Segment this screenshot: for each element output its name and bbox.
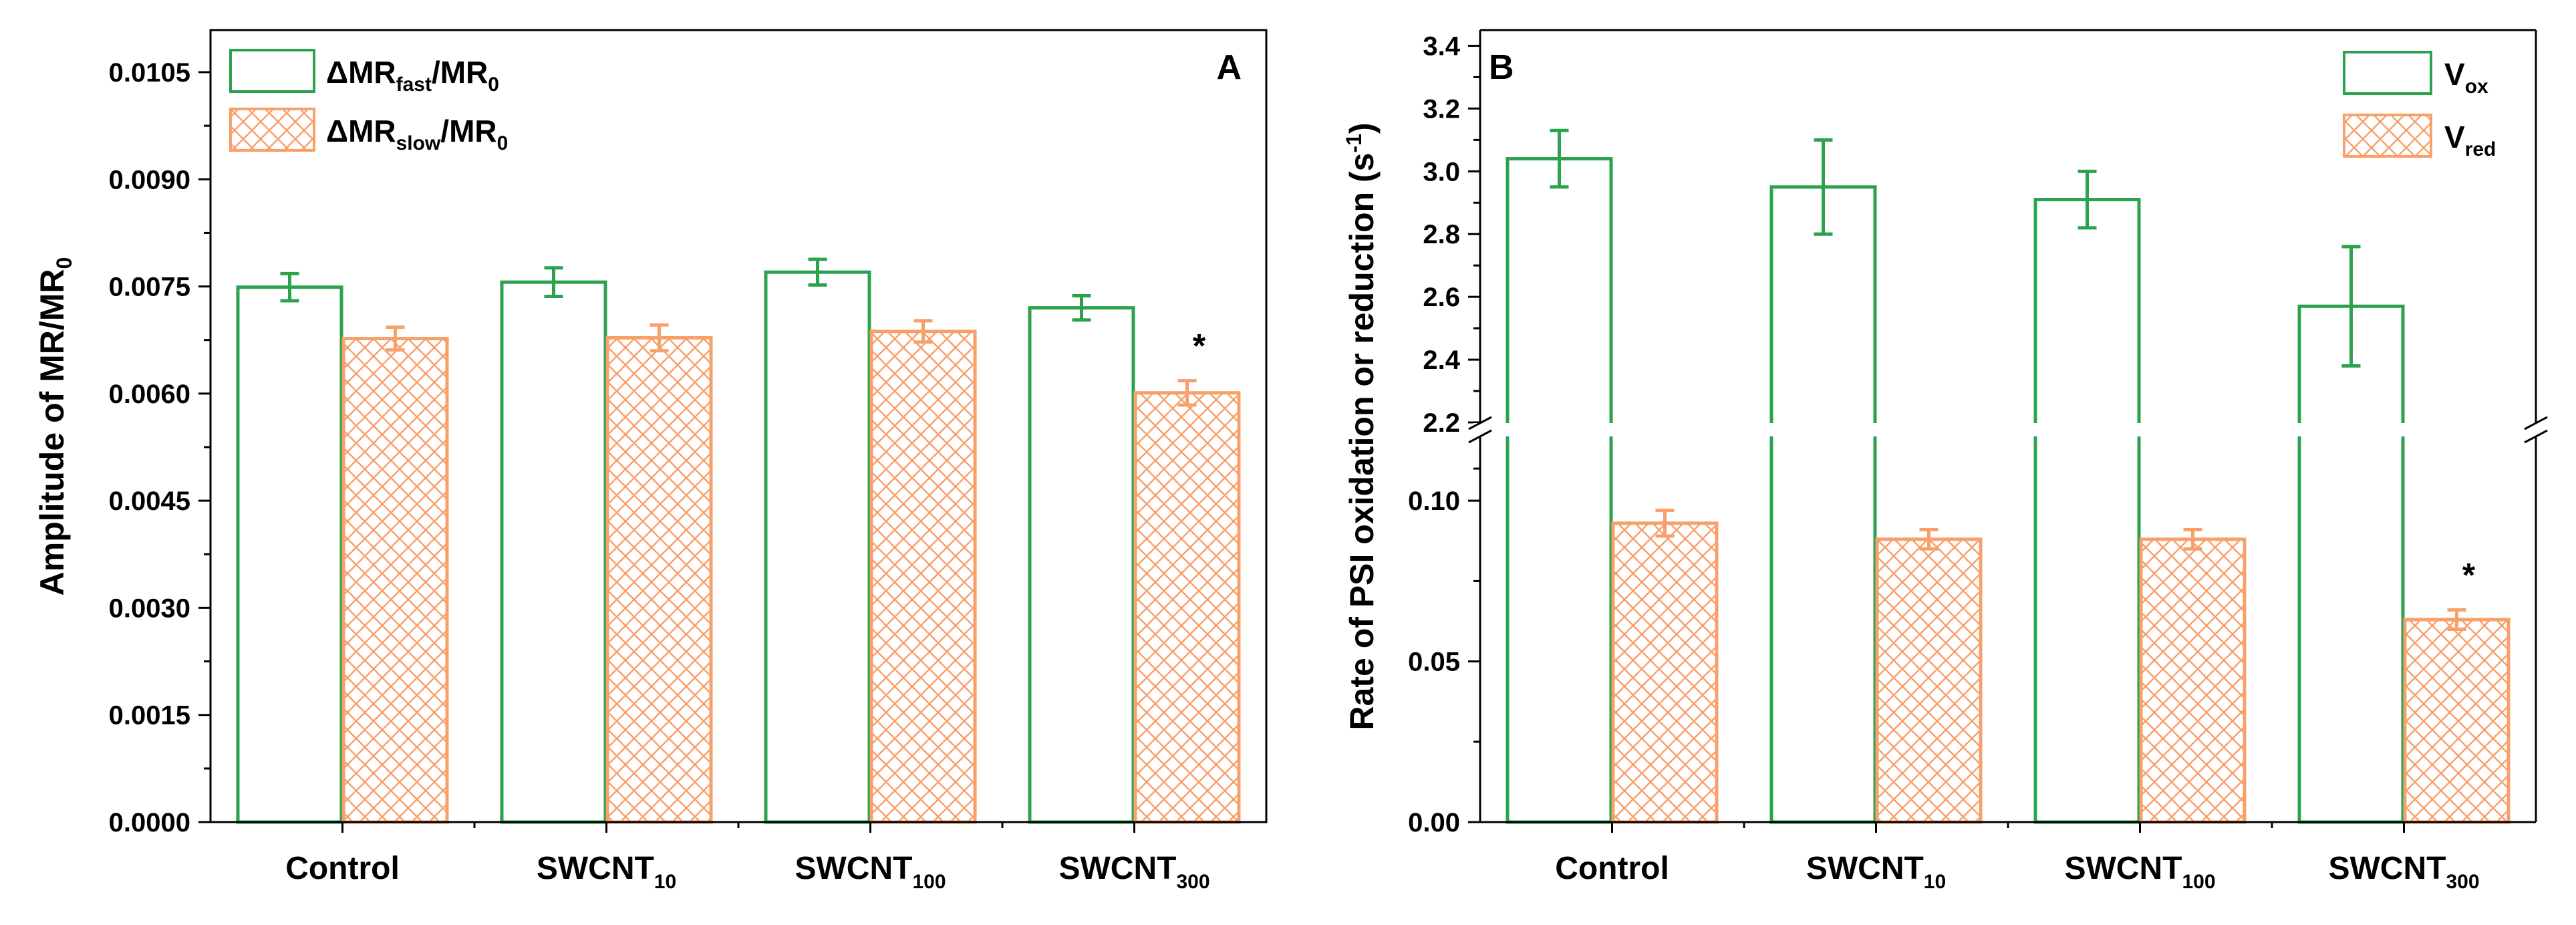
panel-a-bar-s2 [341, 337, 449, 824]
panel-b-chart: * 0.00 0.05 0.10 2.2 2.4 2.6 2.8 3.0 3.2 3.4 Cont… [1342, 29, 2548, 893]
panel-a-y-tick-label: 0.0045 [109, 487, 190, 516]
panel-b-x-tick-label: SWCNT300 [2328, 851, 2479, 893]
panel-a-x-tick-label: SWCNT100 [795, 851, 946, 893]
panel-b-y-tick-label: 0.10 [1408, 487, 1460, 516]
panel-a-error-bar [808, 257, 827, 287]
panel-b-error-bar [2447, 608, 2466, 631]
legend-label-slow: ΔMRslow/MR0 [326, 114, 508, 154]
panel-a-error-bar [386, 325, 405, 352]
panel-b-bars: * [1506, 128, 2511, 824]
panel-a-chart: * 0.00000.00150.00300.00450.00600.00750.… [33, 29, 1268, 893]
panel-a-bar-s1 [764, 270, 871, 824]
panel-b-x-ticks: Control SWCNT10 SWCNT100 SWCNT300 [1555, 822, 2480, 893]
panel-a-frame [209, 29, 1268, 823]
panel-b-error-bar [1550, 128, 1569, 189]
panel-b-y-tick-label: 0.00 [1408, 808, 1460, 837]
panel-a-bar-s2 [605, 336, 713, 824]
panel-b-frame [1479, 29, 2537, 823]
panel-a-y-tick-label: 0.0090 [109, 165, 190, 194]
panel-b-y-tick-label: 3.2 [1423, 94, 1460, 124]
panel-a-y-tick-label: 0.0000 [109, 808, 190, 837]
panel-a-error-bar [280, 271, 299, 303]
legend-swatch-fast [229, 49, 315, 93]
legend-label-vred: Vred [2444, 120, 2496, 160]
panel-b-error-bar [2078, 169, 2097, 230]
panel-b-y-tick-label: 0.05 [1408, 648, 1460, 677]
panel-b-error-bar [1814, 138, 1833, 236]
panel-a-bar-s1 [500, 280, 607, 824]
panel-a-error-bar [1177, 379, 1197, 407]
axis-break-gap [1473, 423, 2543, 436]
panel-b-x-tick-label: SWCNT10 [1806, 851, 1946, 893]
panel-a-y-axis-label: Amplitude of MR/MR0 [33, 257, 76, 596]
panel-a-x-tick-label: Control [285, 851, 400, 886]
panel-b-error-bar [1919, 527, 1939, 551]
panel-a-bar-s2 [1133, 391, 1241, 824]
panel-b-y-ticks: 0.00 0.05 0.10 2.2 2.4 2.6 2.8 3.0 3.2 3.4 [1408, 31, 1480, 837]
panel-b-significance-mark: * [2462, 557, 2476, 594]
panel-a-x-tick-label: SWCNT300 [1058, 851, 1209, 893]
panel-a-y-ticks: 0.0000 0.0015 0.0030 0.0045 0.0060 0.0075 0.00… [109, 58, 210, 837]
panel-b-x-tick-label: SWCNT100 [2064, 851, 2215, 893]
panel-b-bar-s1 [2033, 198, 2141, 824]
panel-b-y-tick-label: 2.6 [1423, 283, 1460, 312]
panel-b-x-tick-label: Control [1555, 851, 1669, 886]
panel-a-error-bar [544, 266, 563, 299]
panel-a-legend: ΔMRfast/MR0 ΔMRslow/MR0 [229, 49, 508, 154]
panel-b-error-bar [2183, 527, 2202, 551]
panel-a-error-bar [650, 323, 669, 353]
panel-a-bars: * [236, 257, 1241, 824]
panel-a-error-bar [1072, 293, 1091, 322]
panel-a-x-ticks: Control SWCNT10 SWCNT100 SWCNT300 [285, 822, 1210, 893]
panel-b-y-tick-label: 2.4 [1423, 346, 1460, 375]
panel-a-significance-mark: * [1193, 327, 1206, 365]
panel-b-bar-s2 [1875, 537, 1983, 824]
panel-a-letter: A [1216, 48, 1242, 87]
panel-a-error-bar [913, 319, 933, 344]
panel-b-bar-s1 [1769, 185, 1877, 824]
panel-a-y-tick-label: 0.0030 [109, 593, 190, 623]
panel-b-bar-s2 [2139, 537, 2247, 824]
panel-b-error-bar [2341, 245, 2361, 368]
axis-break-marks [1468, 416, 2548, 444]
panel-a-y-tick-label: 0.0075 [109, 273, 190, 302]
panel-b-bar-s1 [2297, 304, 2405, 824]
panel-b-bar-s2 [1611, 521, 1719, 824]
panel-a-y-tick-label: 0.0060 [109, 380, 190, 409]
legend-label-fast: ΔMRfast/MR0 [326, 55, 499, 96]
panel-b-error-bar [1655, 509, 1675, 538]
panel-b-legend: Vox Vred [2343, 51, 2496, 160]
panel-b-bar-s1 [1506, 157, 1613, 824]
legend-label-vox: Vox [2444, 57, 2488, 98]
panel-a-y-tick-label: 0.0105 [109, 58, 190, 88]
panel-b-y-tick-label: 2.8 [1423, 220, 1460, 249]
panel-b-bar-s2 [2403, 618, 2511, 824]
legend-swatch-slow [229, 108, 315, 152]
panel-b-y-tick-label: 3.4 [1423, 31, 1460, 61]
panel-a-bar-s1 [236, 285, 343, 824]
panel-b-y-axis-label: Rate of PSI oxidation or reduction (s-1) [1342, 122, 1381, 730]
panel-b-y-tick-label: 3.0 [1423, 157, 1460, 186]
legend-swatch-vred [2343, 114, 2432, 158]
panel-a-y-tick-label: 0.0015 [109, 701, 190, 731]
panel-a-x-tick-label: SWCNT10 [537, 851, 676, 893]
legend-swatch-vox [2343, 51, 2432, 95]
panel-b-letter: B [1489, 48, 1514, 87]
panel-a-bar-s2 [869, 329, 977, 824]
panel-b-y-tick-label: 2.2 [1423, 408, 1460, 438]
panel-a-bar-s1 [1028, 306, 1135, 824]
